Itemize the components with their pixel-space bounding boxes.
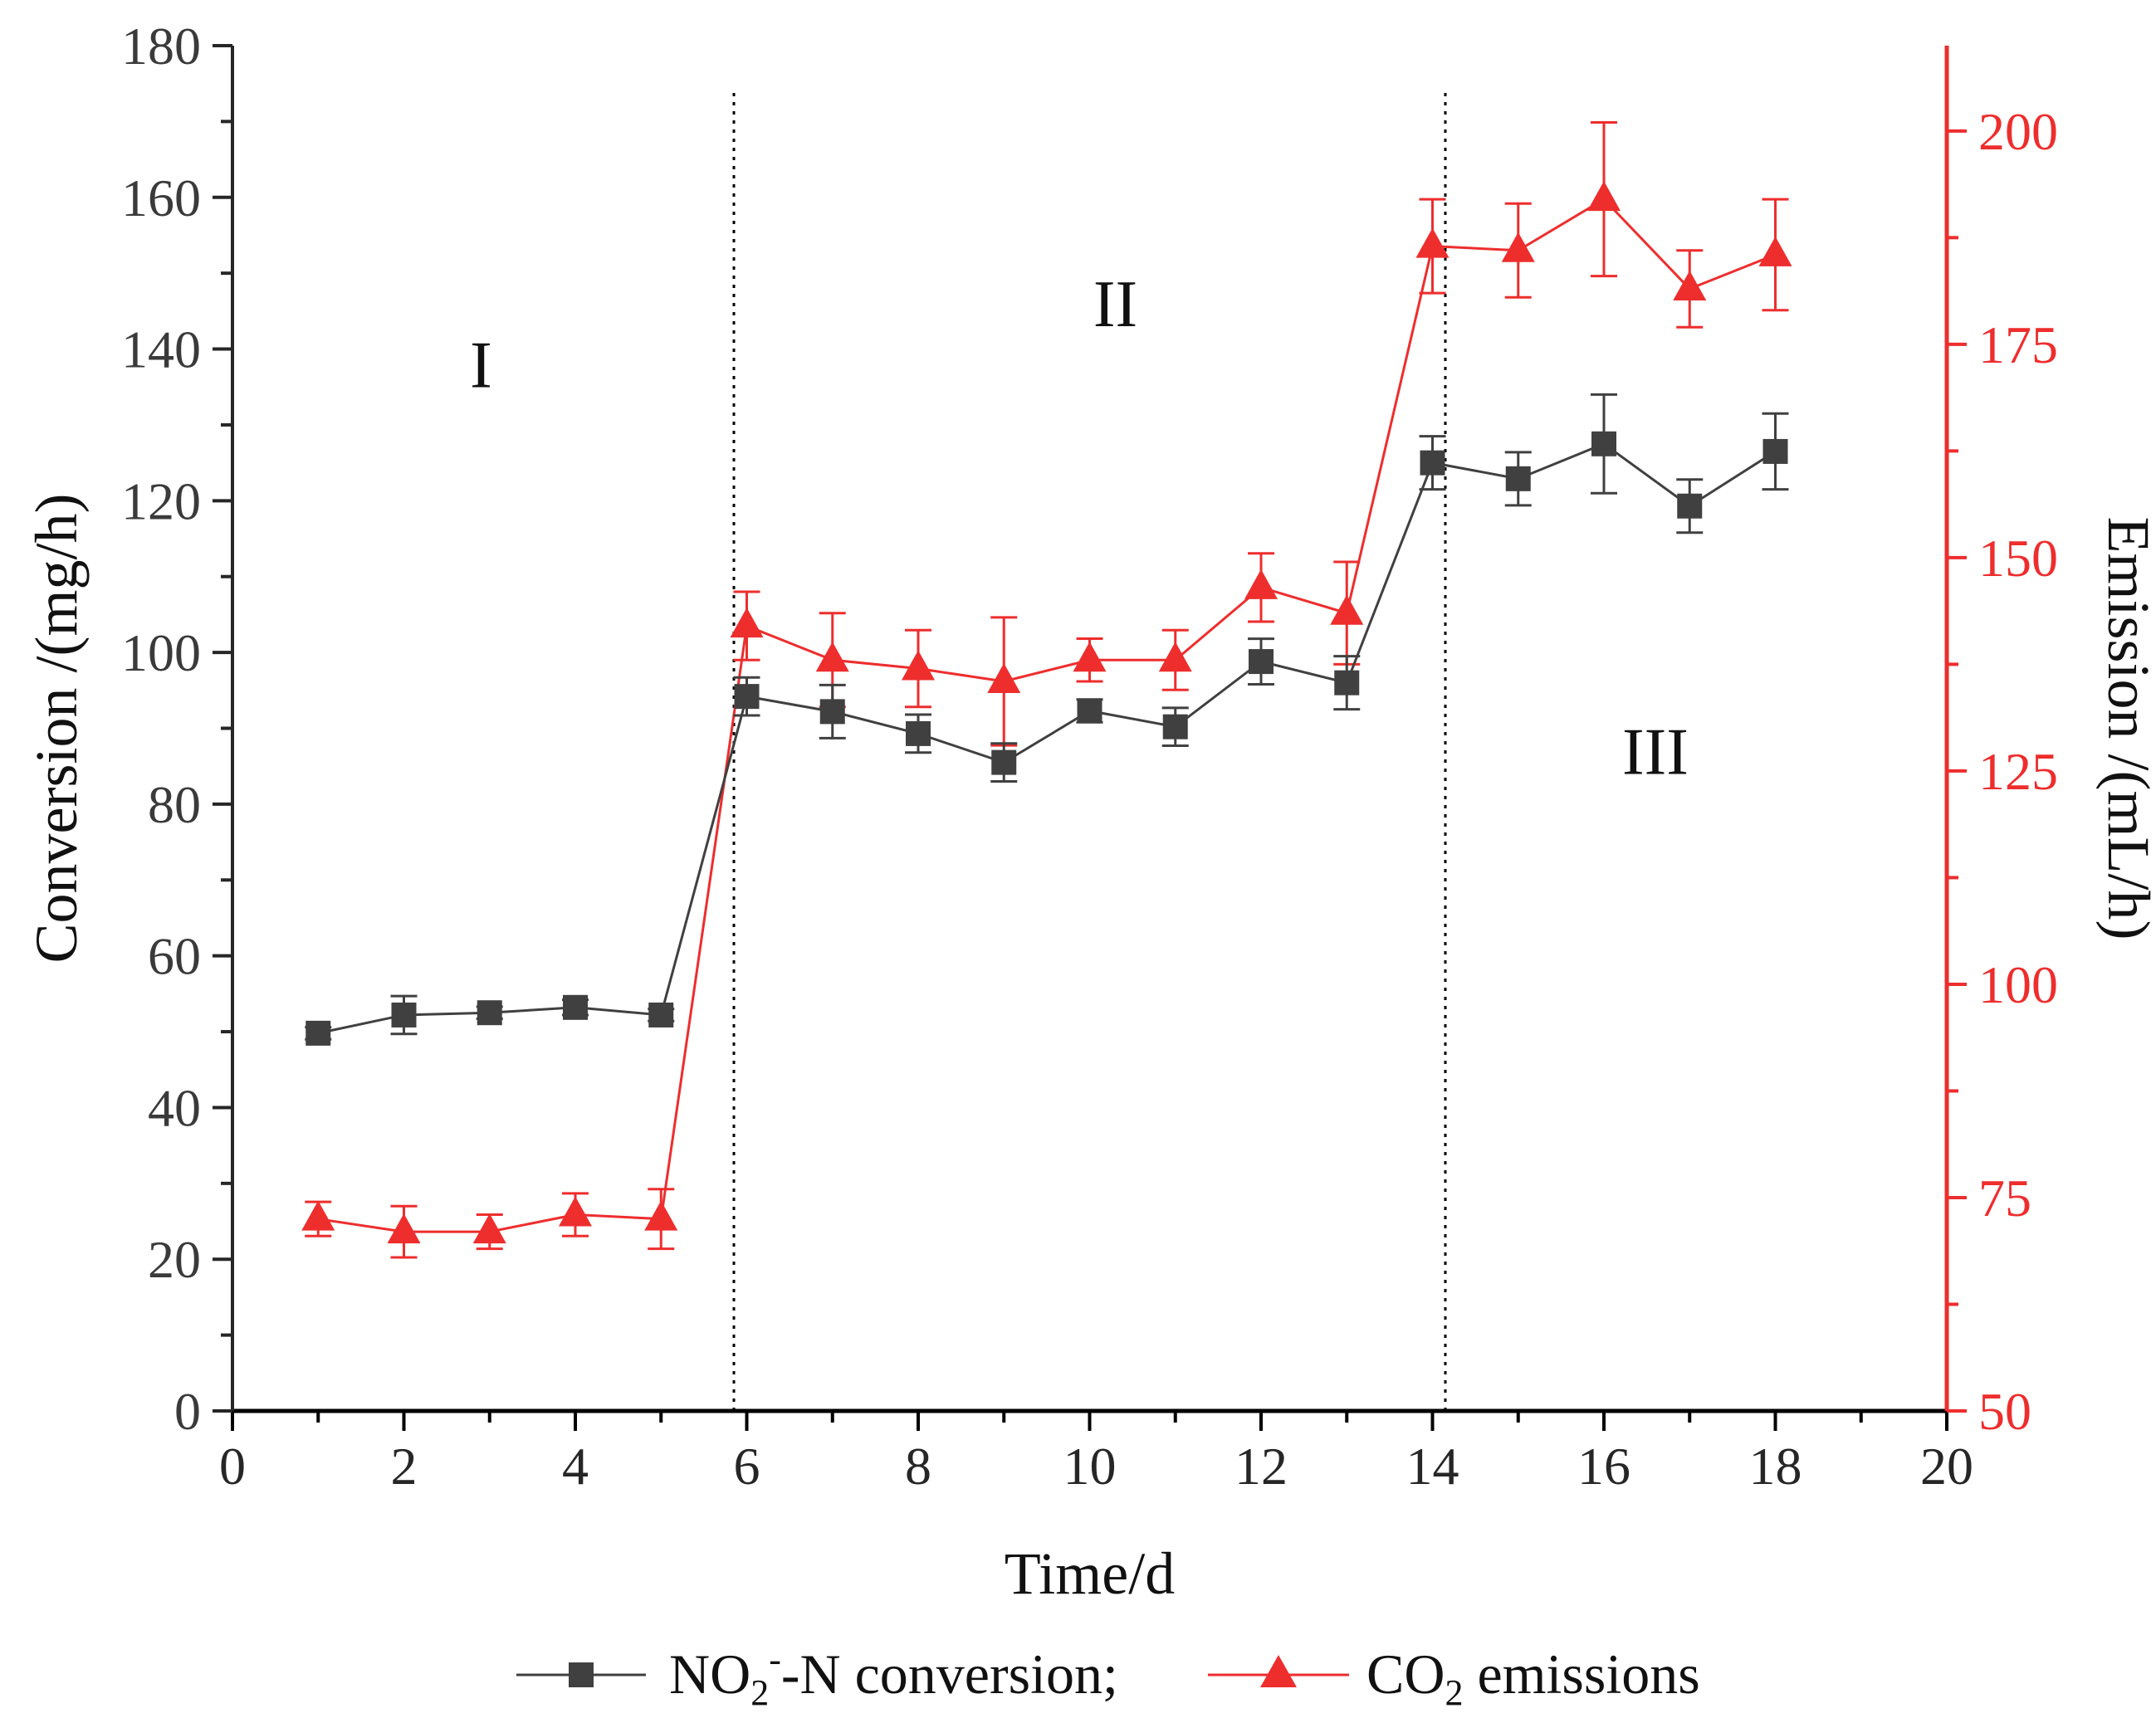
- data-point-square: [563, 994, 588, 1020]
- data-point-square: [1249, 649, 1274, 675]
- x-tick-label: 4: [562, 1437, 589, 1496]
- x-tick-label: 8: [905, 1437, 931, 1496]
- data-point-square: [1762, 438, 1788, 464]
- y-left-tick-label: 20: [148, 1230, 201, 1289]
- legend-text: emissions: [1463, 1642, 1699, 1706]
- y-left-tick-label: 100: [121, 623, 201, 682]
- y-left-tick-label: 60: [148, 927, 201, 986]
- legend-text: NO: [669, 1642, 750, 1706]
- y-right-tick-label: 50: [1978, 1382, 2031, 1441]
- data-point-square: [648, 1002, 674, 1027]
- series-co2-emissions: [301, 121, 1792, 1259]
- data-point-triangle: [987, 662, 1021, 693]
- legend-marker-square: [569, 1662, 594, 1687]
- data-point-triangle: [730, 608, 764, 638]
- x-tick-label: 12: [1234, 1437, 1288, 1496]
- data-point-triangle: [1330, 594, 1364, 625]
- y-right-tick-label: 150: [1978, 529, 2058, 588]
- data-point-triangle: [644, 1200, 678, 1231]
- y-left-tick-label: 140: [121, 320, 201, 379]
- data-point-triangle: [902, 650, 935, 681]
- data-point-triangle: [1415, 227, 1450, 258]
- data-point-square: [734, 684, 760, 710]
- data-point-triangle: [1073, 642, 1107, 672]
- series-no2-conversion: [305, 393, 1789, 1046]
- x-tick-label: 20: [1920, 1437, 1973, 1496]
- region-label: III: [1622, 715, 1689, 788]
- data-point-triangle: [559, 1196, 592, 1227]
- x-tick-label: 16: [1577, 1437, 1630, 1496]
- legend-marker-triangle: [1260, 1655, 1297, 1687]
- legend-subscript: 2: [1445, 1672, 1463, 1713]
- data-point-square: [1420, 450, 1445, 476]
- data-point-square: [991, 749, 1017, 775]
- y-left-axis-title: Conversion /(mg/h): [23, 494, 90, 964]
- x-tick-label: 2: [391, 1437, 418, 1496]
- data-point-square: [1077, 698, 1102, 724]
- y-right-tick-label: 125: [1978, 742, 2058, 801]
- data-point-triangle: [472, 1213, 506, 1244]
- x-tick-label: 18: [1749, 1437, 1802, 1496]
- data-point-triangle: [387, 1213, 421, 1244]
- legend-subscript: 2: [750, 1672, 769, 1713]
- x-tick-label: 0: [219, 1437, 246, 1496]
- x-axis-title: Time/d: [1005, 1540, 1175, 1607]
- data-point-triangle: [1673, 271, 1707, 301]
- y-right-tick-label: 100: [1978, 955, 2058, 1014]
- data-point-square: [1591, 431, 1616, 456]
- y-left-tick-label: 160: [121, 168, 201, 227]
- data-point-triangle: [815, 642, 849, 672]
- data-point-triangle: [1587, 181, 1621, 212]
- legend: NO2--N conversion; CO2 emissions: [516, 1639, 1700, 1713]
- y-left-tick-label: 0: [174, 1382, 201, 1441]
- data-point-square: [1677, 493, 1703, 519]
- y-right-tick-label: 200: [1978, 102, 2058, 161]
- data-point-triangle: [1244, 569, 1278, 599]
- data-point-triangle: [301, 1200, 335, 1231]
- y-right-tick-label: 75: [1978, 1169, 2031, 1228]
- x-tick-label: 10: [1063, 1437, 1117, 1496]
- data-point-square: [477, 1000, 502, 1026]
- y-left-tick-label: 80: [148, 775, 201, 834]
- data-point-triangle: [1158, 642, 1192, 672]
- series-line: [317, 442, 1777, 1035]
- legend-text: CO: [1366, 1642, 1445, 1706]
- y-left-tick-label: 120: [121, 471, 201, 530]
- legend-superscript: -: [769, 1639, 781, 1680]
- series-line: [318, 198, 1777, 1233]
- legend-text: -N conversion;: [781, 1642, 1118, 1706]
- data-point-triangle: [1758, 236, 1792, 266]
- y-right-tick-label: 175: [1978, 315, 2058, 374]
- data-point-square: [1334, 670, 1360, 696]
- data-point-square: [819, 699, 845, 725]
- data-point-square: [391, 1002, 417, 1027]
- data-point-square: [1162, 714, 1188, 739]
- data-point-triangle: [1501, 232, 1535, 262]
- data-point-square: [906, 720, 931, 746]
- y-right-axis-title: Emission /(mL/h): [2095, 517, 2156, 940]
- data-point-square: [306, 1020, 331, 1046]
- region-label: II: [1093, 268, 1137, 341]
- data-point-square: [1505, 466, 1531, 491]
- y-left-tick-label: 40: [148, 1078, 201, 1137]
- legend-label: NO2--N conversion;: [669, 1639, 1118, 1713]
- region-label: I: [470, 329, 492, 402]
- x-tick-label: 14: [1406, 1437, 1459, 1496]
- legend-label: CO2 emissions: [1366, 1642, 1700, 1713]
- y-left-tick-label: 180: [121, 17, 201, 76]
- plot-area: 0 2 4 6 8 10 12 14 16 18 2002040608010012014016018…: [23, 17, 2156, 1713]
- x-tick-label: 6: [734, 1437, 760, 1496]
